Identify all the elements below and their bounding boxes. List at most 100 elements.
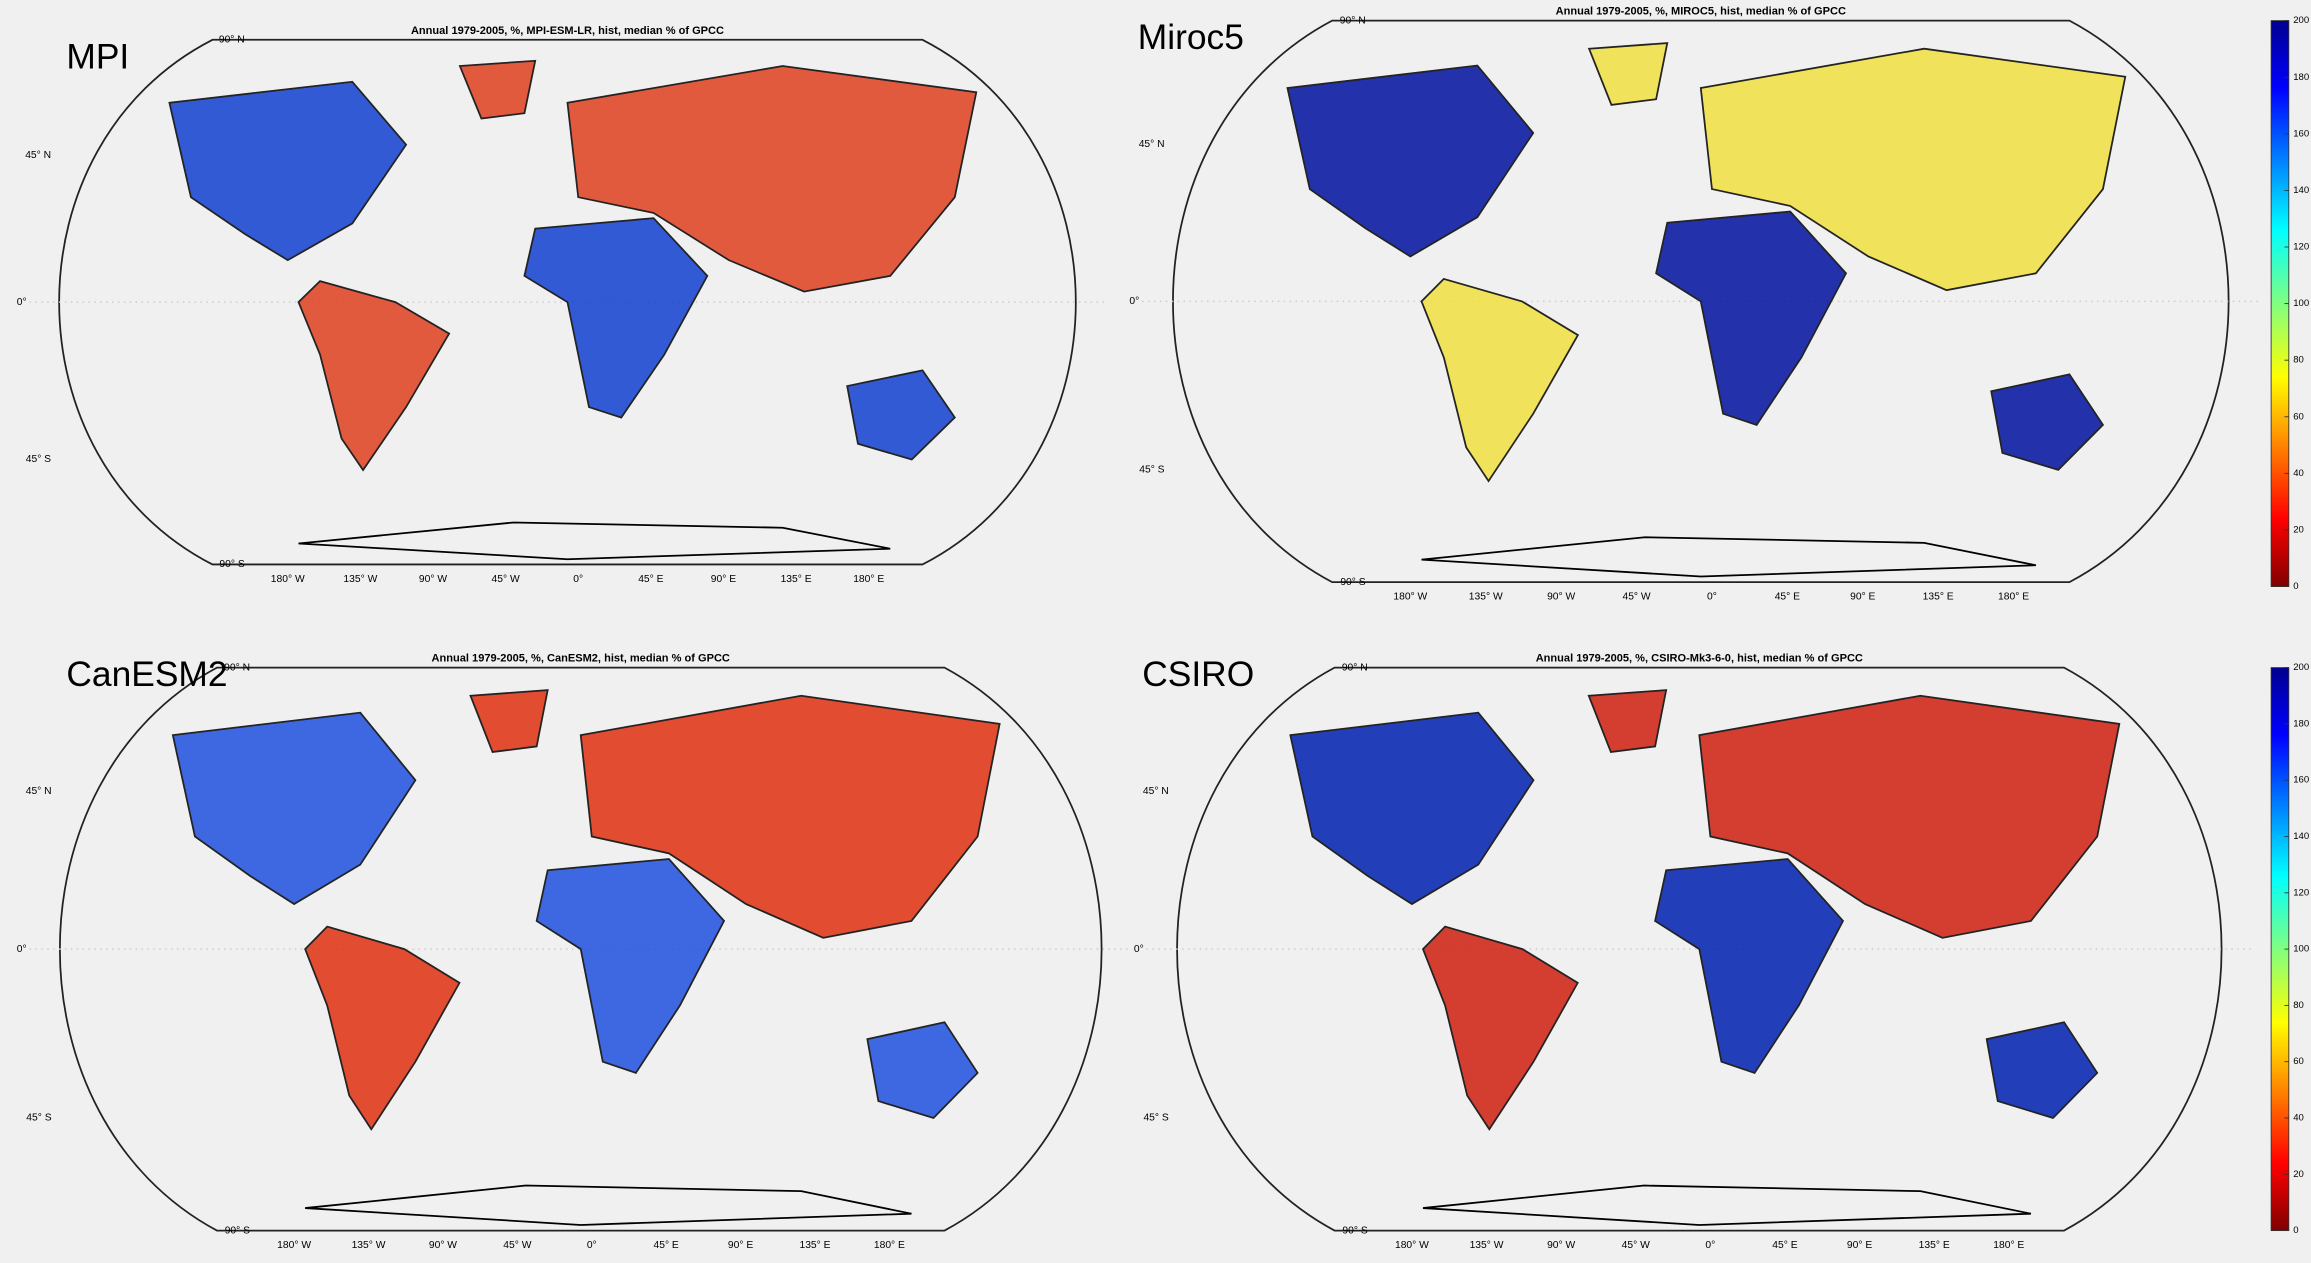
landmass [866, 1021, 979, 1119]
landmass [305, 1184, 912, 1226]
landmass [168, 80, 408, 262]
panel-label: MPI [66, 37, 129, 76]
lon-label: 135° W [1469, 592, 1503, 603]
lon-label: 180° E [1993, 1240, 2024, 1251]
landmass [566, 65, 978, 293]
landmass [1698, 694, 2121, 939]
landmass [579, 694, 1001, 939]
landmass [304, 925, 461, 1131]
lon-label: 0° [1707, 592, 1717, 603]
lon-label: 0° [587, 1240, 597, 1251]
panel-title: Annual 1979-2005, %, CanESM2, hist, medi… [432, 653, 730, 665]
lon-label: 90° W [429, 1240, 457, 1251]
colorbar-label: 40 [2293, 468, 2304, 479]
colorbar-label: 180 [2293, 72, 2309, 83]
lat-label: 45° N [26, 786, 52, 797]
colorbar-label: 20 [2293, 524, 2304, 535]
colorbar-label: 200 [2293, 15, 2309, 26]
landmass [1985, 1021, 2099, 1119]
lat-label: 90° N [224, 662, 250, 673]
lat-label: 90° N [219, 35, 245, 46]
colorbar-label: 120 [2293, 887, 2309, 898]
panel-title: Annual 1979-2005, %, MPI-ESM-LR, hist, m… [411, 25, 724, 37]
colorbar-label: 160 [2293, 775, 2309, 786]
panel-title: Annual 1979-2005, %, CSIRO-Mk3-6-0, hist… [1536, 653, 1863, 665]
lon-label: 45° W [503, 1240, 531, 1251]
lat-label: 0° [1129, 296, 1139, 307]
lon-label: 90° W [1547, 1240, 1575, 1251]
lon-label: 135° W [1470, 1240, 1504, 1251]
colorbar-label: 180 [2293, 718, 2309, 729]
panel-title: Annual 1979-2005, %, MIROC5, hist, media… [1556, 6, 1846, 18]
lat-label: 90° N [1342, 662, 1368, 673]
colorbar-label: 100 [2293, 298, 2309, 309]
lat-label: 45° S [1143, 1113, 1168, 1124]
landmass [846, 369, 956, 461]
lat-label: 90° N [1340, 15, 1366, 26]
colorbar-label: 40 [2293, 1113, 2304, 1124]
colorbar-label: 120 [2293, 242, 2309, 253]
landmass [535, 858, 726, 1075]
lon-label: 180° W [1393, 592, 1427, 603]
landmass [469, 689, 549, 754]
landmass [297, 280, 451, 472]
landmass [1990, 373, 2105, 471]
lon-label: 45° W [492, 574, 520, 585]
lon-label: 180° W [277, 1240, 311, 1251]
lon-label: 0° [1705, 1240, 1715, 1251]
panel-label: CanESM2 [66, 655, 227, 694]
colorbar-label: 0 [2293, 1225, 2298, 1236]
lon-label: 45° W [1622, 592, 1650, 603]
lon-label: 45° E [1775, 592, 1800, 603]
landmass [1420, 277, 1580, 483]
lon-label: 90° E [1850, 592, 1875, 603]
lat-label: 90° S [1340, 577, 1365, 588]
landmass [1699, 47, 2127, 292]
lon-label: 135° E [1923, 592, 1954, 603]
lat-label: 45° S [26, 1113, 51, 1124]
colorbar-label: 140 [2293, 831, 2309, 842]
lon-label: 135° E [1919, 1240, 1950, 1251]
landmass [523, 217, 709, 419]
landmass [458, 59, 537, 120]
lat-label: 45° S [26, 454, 51, 465]
lat-label: 90° S [1342, 1225, 1367, 1236]
colorbar-label: 0 [2293, 581, 2298, 592]
lon-label: 90° W [419, 574, 447, 585]
landmass [298, 521, 891, 561]
landmass [1654, 858, 1845, 1075]
colorbar-label: 100 [2293, 944, 2309, 955]
lon-label: 135° W [352, 1240, 386, 1251]
lon-label: 90° E [1847, 1240, 1872, 1251]
lon-label: 180° E [1998, 592, 2029, 603]
landmass [1421, 925, 1579, 1131]
lon-label: 180° E [853, 574, 884, 585]
colorbar-label: 160 [2293, 128, 2309, 139]
lon-label: 180° E [874, 1240, 905, 1251]
landmass [1289, 711, 1535, 906]
lat-label: 45° N [25, 150, 51, 161]
panel-label: Miroc5 [1138, 18, 1244, 57]
colorbar-label: 140 [2293, 185, 2309, 196]
lon-label: 0° [573, 574, 583, 585]
landmass [1587, 42, 1669, 106]
lat-label: 90° S [225, 1225, 250, 1236]
lat-label: 0° [17, 944, 27, 955]
lon-label: 180° W [271, 574, 305, 585]
colorbar-label: 20 [2293, 1169, 2304, 1180]
landmass [171, 711, 417, 906]
landmass [1422, 1184, 2032, 1226]
lon-label: 135° E [781, 574, 812, 585]
lon-label: 180° W [1395, 1240, 1429, 1251]
lon-label: 45° E [638, 574, 663, 585]
lon-label: 135° E [799, 1240, 830, 1251]
lon-label: 45° W [1622, 1240, 1650, 1251]
lon-label: 45° E [654, 1240, 679, 1251]
lon-label: 90° E [728, 1240, 753, 1251]
lon-label: 90° W [1547, 592, 1575, 603]
lat-label: 45° N [1139, 139, 1165, 150]
colorbar-label: 80 [2293, 1000, 2304, 1011]
landmass [1421, 536, 2037, 578]
lat-label: 0° [1134, 944, 1144, 955]
